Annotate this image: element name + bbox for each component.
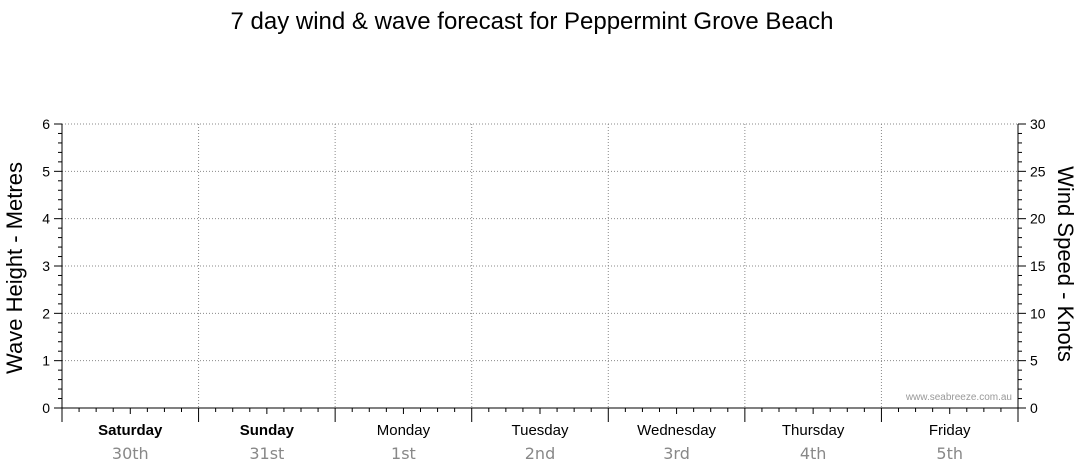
watermark-text: www.seabreeze.com.au: [905, 392, 1012, 403]
labels-layer: 0 1 2 3 4 5 6 0 5 10 15 20 25 30 Saturday 30th Sunday 31s…: [42, 116, 1046, 463]
y-left-tick-label: 1: [42, 353, 50, 369]
day-label: Saturday: [98, 422, 163, 439]
y-right-tick-label: 0: [1030, 400, 1038, 416]
y-axis-right-label: Wind Speed - Knots: [1053, 166, 1078, 362]
y-right-tick-label: 20: [1030, 211, 1046, 227]
chart-title: 7 day wind & wave forecast for Peppermin…: [231, 8, 834, 35]
day-label: Friday: [929, 422, 971, 439]
day-label: Tuesday: [512, 422, 569, 439]
y-left-tick-label: 2: [42, 305, 50, 321]
date-label: 4th: [800, 444, 827, 463]
y-left-tick-label: 4: [42, 211, 50, 227]
y-right-tick-label: 15: [1030, 258, 1046, 274]
date-label: 1st: [391, 444, 416, 463]
day-label: Wednesday: [637, 422, 716, 439]
y-right-tick-label: 25: [1030, 163, 1046, 179]
y-right-tick-label: 10: [1030, 305, 1046, 321]
y-axis-left-label: Wave Height - Metres: [2, 162, 27, 374]
y-left-tick-label: 0: [42, 400, 50, 416]
date-label: 2nd: [525, 444, 555, 463]
date-label: 5th: [936, 444, 963, 463]
y-right-tick-label: 30: [1030, 116, 1046, 132]
ticks-layer: [54, 123, 1026, 422]
y-left-tick-label: 6: [42, 116, 50, 132]
y-left-tick-label: 3: [42, 258, 50, 274]
y-left-tick-label: 5: [42, 163, 50, 179]
y-right-tick-label: 5: [1030, 353, 1038, 369]
date-label: 31st: [249, 444, 284, 463]
date-label: 3rd: [663, 444, 690, 463]
day-label: Monday: [377, 422, 431, 439]
date-label: 30th: [112, 444, 149, 463]
day-label: Thursday: [782, 422, 845, 439]
day-label: Sunday: [240, 422, 295, 439]
grid-layer: [62, 123, 1018, 408]
